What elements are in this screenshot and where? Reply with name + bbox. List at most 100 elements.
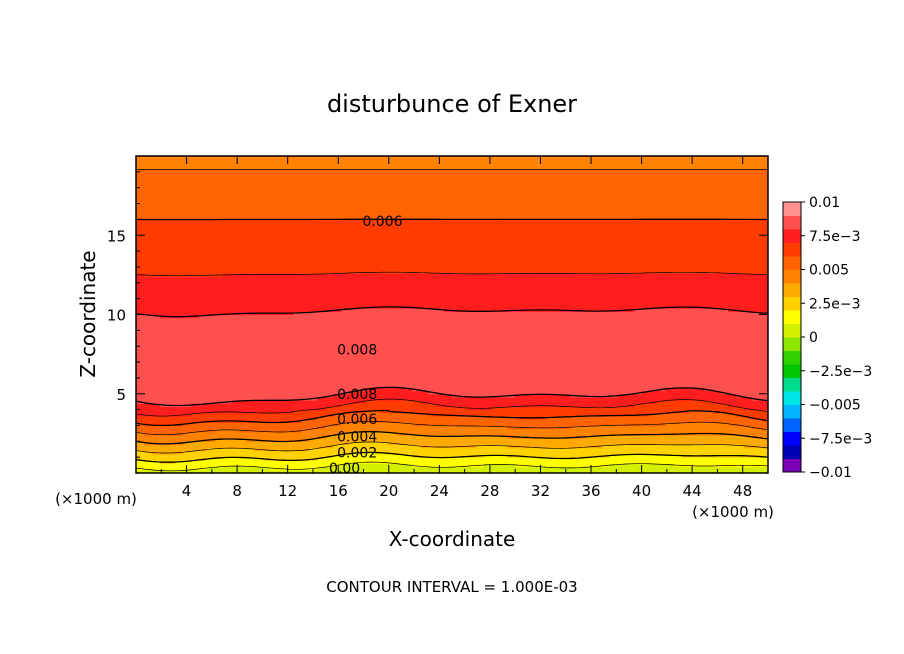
contour-cell <box>151 438 161 442</box>
contour-cell <box>333 187 342 192</box>
contour-cell <box>491 330 500 335</box>
contour-cell <box>349 175 358 179</box>
contour-cell <box>357 222 366 227</box>
contour-cell <box>523 330 532 335</box>
contour-cell <box>436 244 445 249</box>
contour-cell <box>222 238 232 243</box>
contour-cell <box>317 365 327 369</box>
contour-cell <box>222 469 232 473</box>
contour-cell <box>301 422 311 427</box>
contour-cell <box>325 190 335 195</box>
contour-cell <box>278 251 287 255</box>
contour-cell <box>309 377 319 382</box>
contour-cell <box>515 260 524 265</box>
contour-cell <box>278 254 287 259</box>
contour-cell <box>309 336 319 341</box>
contour-cell <box>230 285 240 290</box>
contour-cell <box>191 422 200 427</box>
contour-cell <box>183 175 192 179</box>
contour-cell <box>167 349 177 354</box>
contour-cell <box>183 409 192 414</box>
contour-cell <box>278 368 287 373</box>
contour-cell <box>388 346 398 350</box>
contour-cell <box>436 298 445 303</box>
contour-cell <box>420 308 429 312</box>
contour-cell <box>151 301 161 306</box>
contour-cell <box>143 225 153 230</box>
contour-cell <box>136 349 145 354</box>
contour-cell <box>286 247 295 252</box>
contour-cell <box>246 384 256 389</box>
contour-cell <box>491 415 500 420</box>
contour-cell <box>388 387 398 392</box>
contour-cell <box>483 387 493 392</box>
contour-cell <box>294 184 303 189</box>
contour-cell <box>452 368 461 373</box>
contour-cell <box>238 251 248 255</box>
contour-cell <box>286 181 295 186</box>
contour-cell <box>420 453 429 458</box>
contour-cell <box>136 327 145 331</box>
contour-cell <box>396 279 406 284</box>
contour-cell <box>357 352 366 357</box>
contour-cell <box>286 434 295 439</box>
contour-cell <box>222 213 232 217</box>
contour-cell <box>444 263 453 268</box>
contour-cell <box>365 428 374 433</box>
contour-cell <box>325 422 335 427</box>
contour-cell <box>388 422 398 427</box>
contour-cell <box>294 156 303 160</box>
contour-cell <box>333 377 342 382</box>
contour-cell <box>404 333 414 338</box>
contour-cell <box>475 292 485 297</box>
contour-cell <box>483 352 493 357</box>
contour-cell <box>215 457 224 461</box>
contour-cell <box>491 419 500 423</box>
contour-cell <box>199 156 208 160</box>
contour-cell <box>373 333 382 338</box>
contour-cell <box>222 232 232 236</box>
contour-cell <box>444 320 453 325</box>
contour-cell <box>507 419 516 423</box>
contour-cell <box>357 270 366 274</box>
contour-cell <box>151 228 161 233</box>
contour-cell <box>357 178 366 182</box>
contour-cell <box>365 339 374 344</box>
contour-cell <box>143 444 153 449</box>
contour-cell <box>388 447 398 452</box>
contour-cell <box>373 203 382 208</box>
contour-cell <box>467 308 477 312</box>
contour-cell <box>428 257 437 262</box>
contour-cell <box>136 178 145 182</box>
contour-cell <box>380 352 390 357</box>
contour-cell <box>183 365 192 369</box>
contour-cell <box>183 425 192 430</box>
contour-cell <box>396 190 406 195</box>
contour-cell <box>309 409 319 414</box>
contour-cell <box>373 184 382 189</box>
contour-cell <box>151 339 161 344</box>
contour-cell <box>136 381 145 385</box>
contour-cell <box>254 219 263 224</box>
contour-cell <box>388 266 398 271</box>
contour-cell <box>420 282 429 287</box>
contour-cell <box>191 159 200 163</box>
contour-cell <box>230 289 240 293</box>
contour-cell <box>222 244 232 249</box>
contour-cell <box>207 444 216 449</box>
contour-cell <box>459 190 469 195</box>
contour-cell <box>325 197 335 201</box>
contour-cell <box>167 197 177 201</box>
contour-cell <box>341 298 350 303</box>
contour-cell <box>436 460 445 465</box>
contour-cell <box>254 450 263 455</box>
contour-cell <box>420 222 429 227</box>
contour-cell <box>388 460 398 465</box>
contour-cell <box>388 209 398 214</box>
contour-cell <box>467 187 477 192</box>
contour-cell <box>373 412 382 417</box>
contour-cell <box>199 415 208 420</box>
contour-cell <box>230 349 240 354</box>
contour-cell <box>183 301 192 306</box>
contour-cell <box>167 257 177 262</box>
